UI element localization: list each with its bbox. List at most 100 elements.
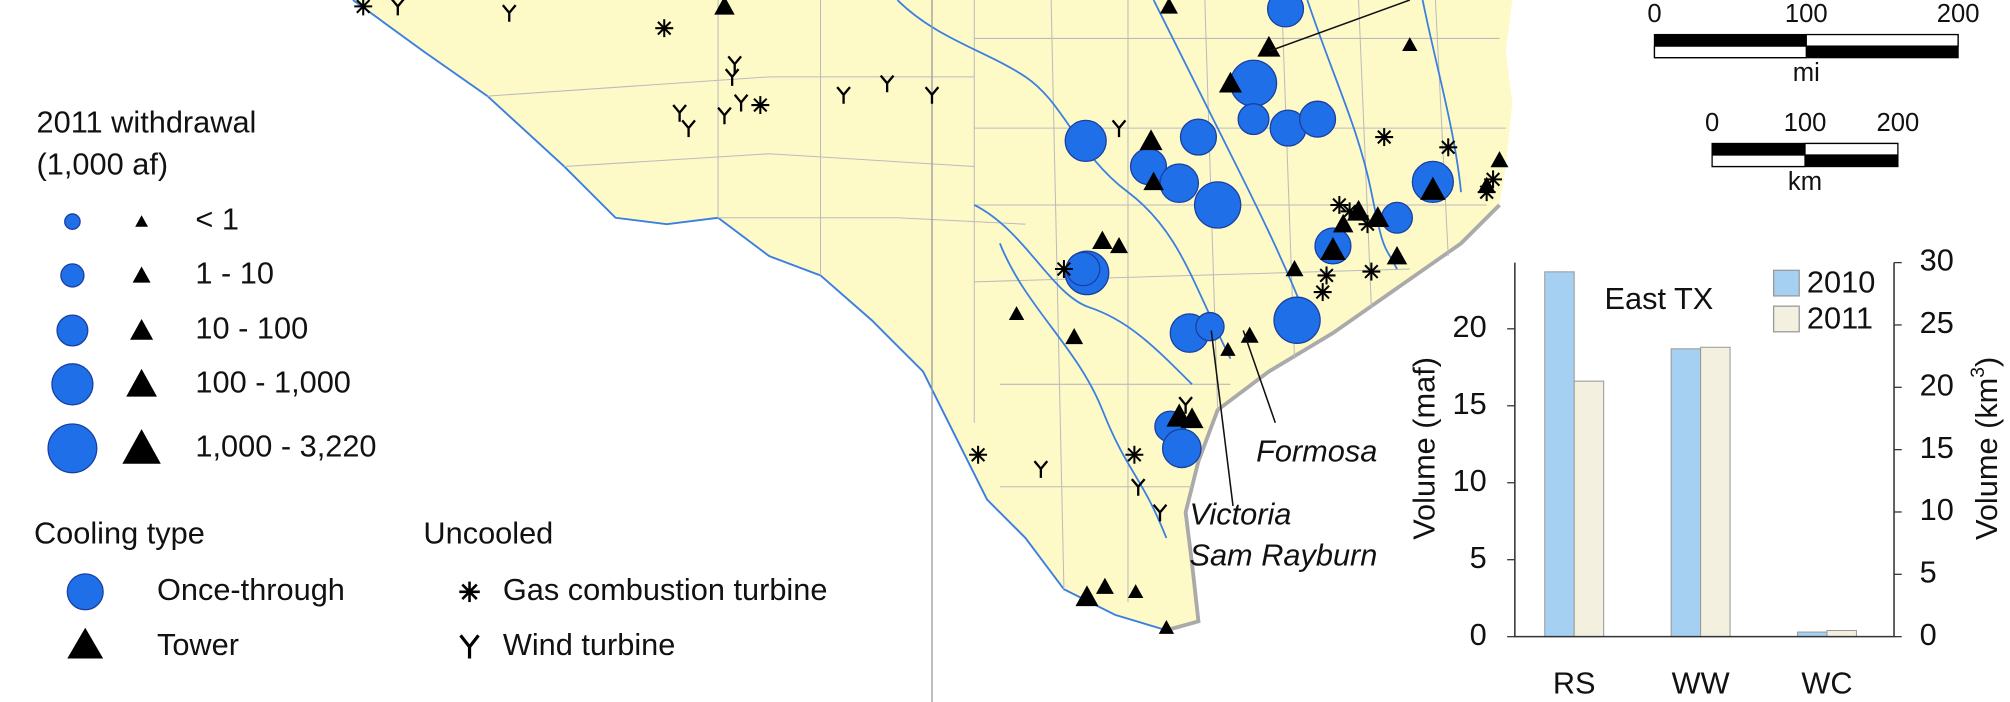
asterisk-stroke bbox=[1056, 261, 1071, 277]
y2-tick-label: 15 bbox=[1920, 430, 1954, 465]
scale-segment bbox=[1654, 34, 1807, 47]
asterisk-stroke bbox=[1364, 264, 1379, 279]
asterisk-stroke bbox=[753, 97, 768, 113]
asterisk-stroke bbox=[461, 583, 478, 600]
asterisk-stroke bbox=[971, 447, 986, 462]
plant-circle bbox=[1179, 118, 1218, 156]
y2-axis-label-part: ) bbox=[1969, 357, 2004, 367]
x-tick-label: WW bbox=[1672, 665, 1730, 700]
leader-lines bbox=[1210, 0, 1411, 507]
plant-circle bbox=[1229, 59, 1278, 107]
plant-triangle bbox=[1158, 620, 1175, 634]
wind-turbine bbox=[390, 0, 405, 16]
plant-circle bbox=[1273, 296, 1321, 344]
plant-circle bbox=[1064, 119, 1107, 163]
plant-circle bbox=[1380, 201, 1414, 234]
asterisk-stroke bbox=[1127, 447, 1142, 462]
legend-swatch bbox=[1772, 305, 1800, 333]
annotation: Formosa bbox=[1256, 434, 1377, 469]
y2-axis-label-part: Volume (km bbox=[1969, 378, 2004, 540]
plant-circle bbox=[1237, 103, 1270, 136]
plant-triangle bbox=[1139, 129, 1163, 151]
plant-triangle bbox=[1075, 585, 1099, 607]
plant-triangle bbox=[1218, 71, 1242, 93]
wind-turbine bbox=[924, 86, 940, 104]
y2-tick-label: 20 bbox=[1920, 367, 1954, 402]
x-tick-label: WC bbox=[1801, 665, 1852, 700]
plant-triangle bbox=[1320, 236, 1346, 261]
asterisk-stroke bbox=[1479, 185, 1494, 200]
y2-axis-label: Volume (km3) bbox=[1967, 357, 2004, 540]
bar bbox=[1700, 346, 1731, 638]
scale-unit: km bbox=[1788, 168, 1822, 196]
scale-tick-label: 0 bbox=[1705, 109, 1719, 137]
plant-triangle bbox=[1402, 37, 1418, 51]
legend-symbol bbox=[459, 581, 480, 603]
asterisk-stroke bbox=[657, 21, 672, 36]
legend-label: Gas combustion turbine bbox=[503, 572, 828, 607]
plant-triangle bbox=[1366, 206, 1390, 227]
y2-tick-label: 0 bbox=[1920, 617, 1937, 652]
annotation: Sam Rayburn bbox=[1189, 537, 1377, 572]
plant-triangle bbox=[1180, 407, 1204, 429]
wind-turbine bbox=[681, 119, 696, 138]
legend-triangle bbox=[135, 215, 148, 227]
asterisk-stroke bbox=[1315, 285, 1330, 300]
plant-markers bbox=[354, 0, 1509, 634]
plant-circle bbox=[1161, 428, 1202, 469]
wind-turbine bbox=[727, 55, 742, 74]
bar bbox=[1573, 380, 1605, 638]
wind-turbine bbox=[672, 104, 687, 122]
plant-circle bbox=[1195, 311, 1225, 342]
legend-heading: Cooling type bbox=[34, 516, 205, 551]
inset-chart: RS WW WC 0 5 10 15 20 0 5 10 15 20 25 30 Volume (maf) Vo… bbox=[1407, 243, 2004, 701]
legend-label: 1 - 10 bbox=[195, 256, 274, 291]
y-tick-label: 0 bbox=[1470, 617, 1487, 652]
plant-triangle bbox=[1220, 342, 1236, 356]
legend-units: (1,000 af) bbox=[37, 147, 169, 182]
scale-tick-label: 100 bbox=[1784, 109, 1827, 137]
legend-label: 100 - 1,000 bbox=[195, 364, 351, 399]
asterisk-stroke bbox=[1441, 140, 1456, 155]
scale-unit: mi bbox=[1793, 59, 1820, 87]
plant-triangle bbox=[1285, 260, 1304, 277]
plant-triangle bbox=[714, 0, 735, 15]
legend-swatch bbox=[1772, 269, 1800, 297]
y2-tick-label: 5 bbox=[1920, 554, 1937, 589]
scale-segment bbox=[1711, 154, 1806, 168]
legend-classes: < 1 1 - 10 10 - 100 100 - 1,000 1,000 - 3,22… bbox=[47, 202, 377, 474]
wind-turbine bbox=[724, 68, 740, 86]
plant-triangle bbox=[1008, 306, 1025, 320]
plant-triangle bbox=[1092, 230, 1113, 250]
wind-turbine bbox=[733, 94, 749, 112]
legend-circle bbox=[60, 263, 85, 288]
legend-symbol bbox=[66, 573, 104, 611]
plant-triangle bbox=[1065, 327, 1084, 345]
plant-triangle bbox=[1095, 577, 1114, 594]
plant-circle bbox=[1298, 100, 1337, 138]
plant-triangle bbox=[1257, 35, 1281, 57]
scale-segment bbox=[1804, 155, 1898, 167]
asterisk-stroke bbox=[1377, 130, 1392, 145]
y2-axis-label-part: 3 bbox=[1967, 367, 1988, 378]
legend-triangle bbox=[122, 429, 161, 464]
legend-title: 2011 withdrawal bbox=[37, 104, 257, 139]
wind-turbine bbox=[836, 86, 851, 104]
plant-triangle bbox=[1110, 236, 1128, 254]
scale-segment bbox=[1653, 45, 1807, 59]
wind-turbine bbox=[501, 4, 517, 22]
y-tick-label: 15 bbox=[1452, 386, 1486, 421]
legend-heading: Uncooled bbox=[423, 516, 553, 551]
asterisk-stroke bbox=[1319, 268, 1334, 283]
y-axis-label: Volume (maf) bbox=[1407, 357, 1442, 540]
plant-circle bbox=[1193, 181, 1242, 229]
plant-triangle bbox=[1127, 584, 1144, 598]
asterisk-stroke bbox=[1342, 204, 1357, 219]
y-tick-label: 20 bbox=[1452, 309, 1486, 344]
scale-segment bbox=[1712, 143, 1805, 156]
scale-tick-label: 200 bbox=[1937, 0, 1980, 28]
plant-triangle bbox=[1386, 245, 1408, 265]
legend-circle bbox=[64, 213, 81, 230]
